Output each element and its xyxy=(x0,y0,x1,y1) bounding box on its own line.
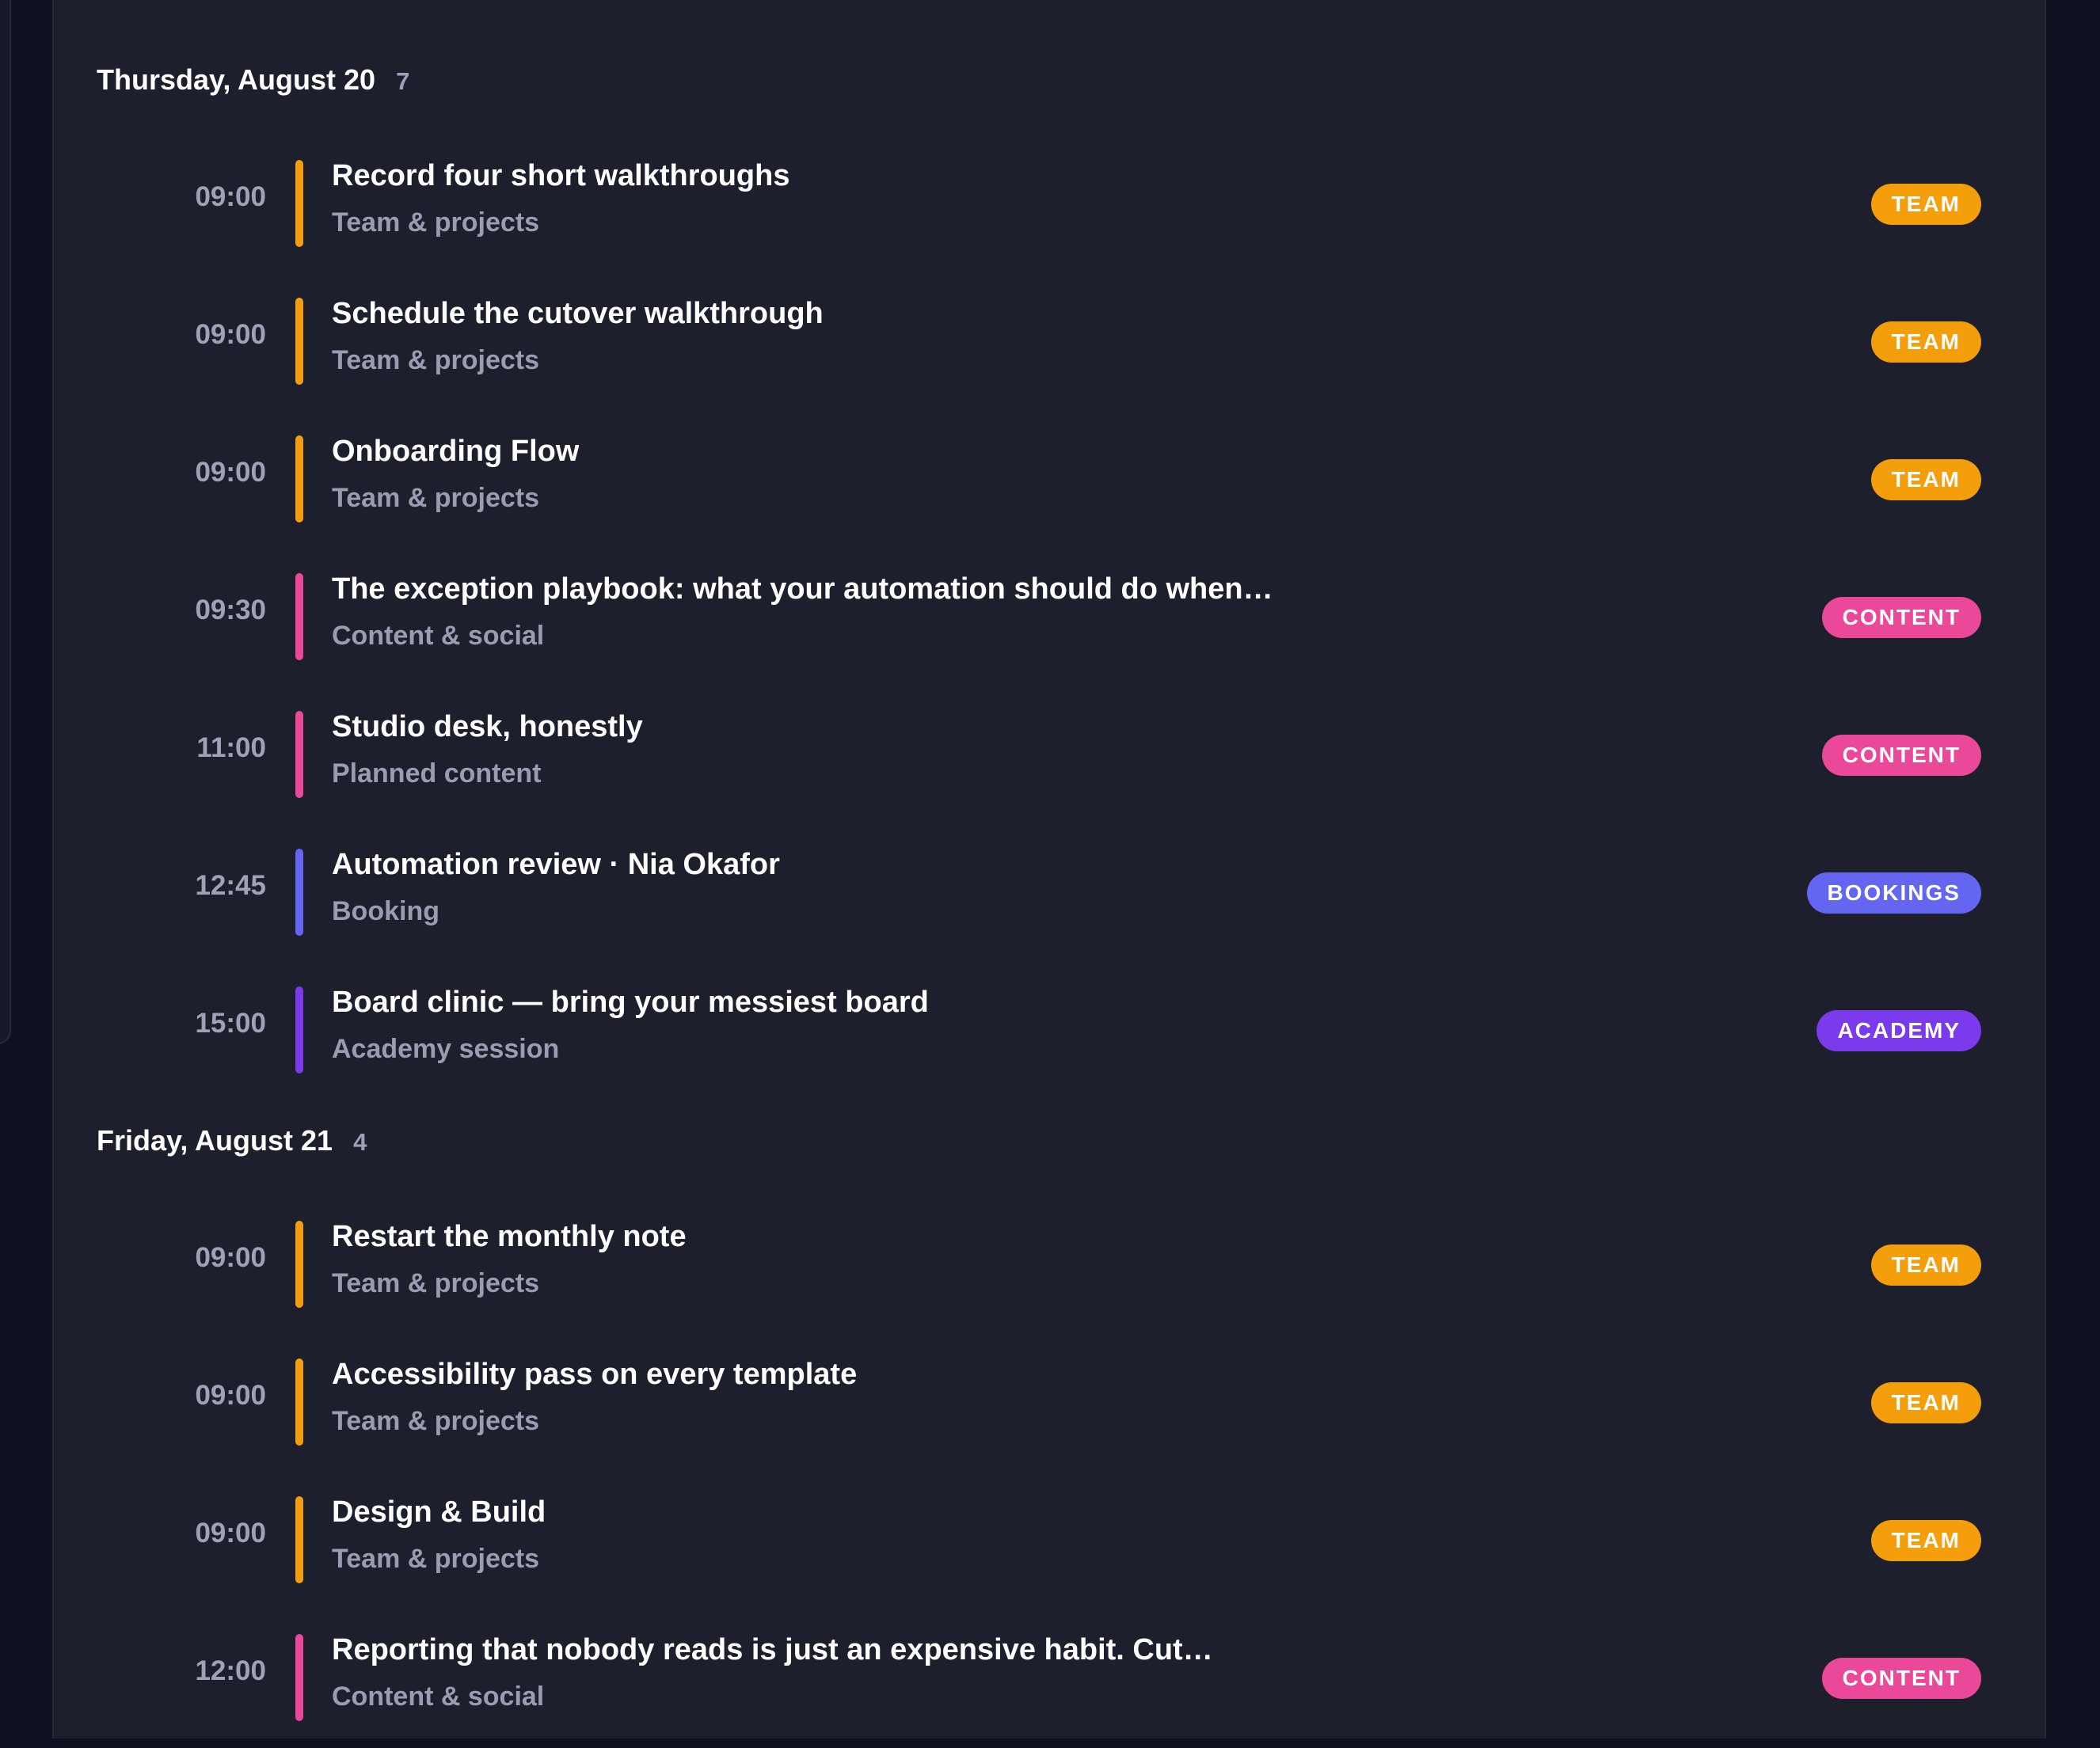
event-time: 09:00 xyxy=(195,1380,266,1411)
event-category-badge: TEAM xyxy=(1870,1520,1981,1561)
event-time: 09:30 xyxy=(195,595,266,625)
event-subtitle: Team & projects xyxy=(332,345,540,375)
event-category-bar xyxy=(295,1634,303,1721)
event-subtitle: Booking xyxy=(332,896,439,926)
event-subtitle: Planned content xyxy=(332,758,542,788)
agenda-event-row[interactable]: 12:45 Automation review · Nia Okafor Booki… xyxy=(0,825,2100,963)
event-category-bar xyxy=(295,573,303,660)
agenda-event-row[interactable]: 09:30 The exception playbook: what your a… xyxy=(0,549,2100,687)
event-subtitle: Team & projects xyxy=(332,483,540,513)
event-category-badge: TEAM xyxy=(1870,184,1981,225)
event-category-bar xyxy=(295,711,303,798)
event-category-badge: TEAM xyxy=(1870,1244,1981,1286)
event-title[interactable]: Schedule the cutover walkthrough xyxy=(332,297,824,330)
event-title[interactable]: The exception playbook: what your automa… xyxy=(332,572,1273,606)
event-category-bar xyxy=(295,1358,303,1446)
event-subtitle: Content & social xyxy=(332,621,545,651)
event-time: 09:00 xyxy=(195,457,266,488)
agenda-event-row[interactable]: 09:00 Accessibility pass on every templat… xyxy=(0,1335,2100,1472)
agenda-event-row[interactable]: 09:00 Onboarding Flow Team & projects TEAM xyxy=(0,412,2100,549)
event-time: 09:00 xyxy=(195,1242,266,1273)
event-category-badge: TEAM xyxy=(1870,321,1981,363)
event-category-badge: TEAM xyxy=(1870,459,1981,500)
event-title[interactable]: Reporting that nobody reads is just an e… xyxy=(332,1633,1213,1666)
event-time: 15:00 xyxy=(195,1008,266,1039)
event-title[interactable]: Studio desk, honestly xyxy=(332,710,643,743)
event-title[interactable]: Record four short walkthroughs xyxy=(332,159,790,192)
event-category-bar xyxy=(295,1221,303,1308)
event-category-badge: CONTENT xyxy=(1821,1658,1981,1699)
event-time: 09:00 xyxy=(195,181,266,212)
agenda-event-row[interactable]: 12:00 Reporting that nobody reads is just… xyxy=(0,1610,2100,1748)
event-time: 12:45 xyxy=(195,870,266,901)
agenda-event-row[interactable]: 11:00 Studio desk, honestly Planned conten… xyxy=(0,687,2100,825)
agenda-event-row[interactable]: 09:00 Schedule the cutover walkthrough Tea… xyxy=(0,274,2100,412)
event-title[interactable]: Restart the monthly note xyxy=(332,1220,687,1253)
day-event-count: 4 xyxy=(353,1128,367,1156)
day-title: Friday, August 21 xyxy=(97,1124,333,1157)
event-subtitle: Team & projects xyxy=(332,1544,540,1574)
event-category-badge: CONTENT xyxy=(1821,735,1981,776)
event-category-bar xyxy=(295,435,303,522)
event-subtitle: Content & social xyxy=(332,1682,545,1712)
agenda-event-row[interactable]: 09:00 Design & Build Team & projects TEAM xyxy=(0,1472,2100,1610)
day-header: Friday, August 21 4 xyxy=(97,1124,367,1164)
event-category-bar xyxy=(295,160,303,247)
event-title[interactable]: Design & Build xyxy=(332,1495,546,1529)
event-category-badge: ACADEMY xyxy=(1817,1010,1981,1051)
event-title[interactable]: Board clinic — bring your messiest board xyxy=(332,986,929,1019)
event-category-bar xyxy=(295,986,303,1074)
agenda-event-row[interactable]: 15:00 Board clinic — bring your messiest … xyxy=(0,963,2100,1100)
event-subtitle: Academy session xyxy=(332,1034,560,1064)
event-time: 09:00 xyxy=(195,319,266,350)
event-subtitle: Team & projects xyxy=(332,1268,540,1298)
day-header: Thursday, August 20 7 xyxy=(97,63,409,103)
event-subtitle: Team & projects xyxy=(332,207,540,238)
event-title[interactable]: Automation review · Nia Okafor xyxy=(332,848,780,881)
event-category-badge: BOOKINGS xyxy=(1806,872,1981,914)
event-time: 11:00 xyxy=(196,732,266,763)
day-event-count: 7 xyxy=(396,67,410,95)
agenda-event-row[interactable]: 09:00 Record four short walkthroughs Team … xyxy=(0,136,2100,274)
agenda-event-row[interactable]: 09:00 Restart the monthly note Team & proj… xyxy=(0,1197,2100,1335)
event-category-badge: CONTENT xyxy=(1821,597,1981,638)
day-title: Thursday, August 20 xyxy=(97,63,376,96)
event-subtitle: Team & projects xyxy=(332,1406,540,1436)
event-category-bar xyxy=(295,1496,303,1583)
event-category-bar xyxy=(295,849,303,936)
agenda-panel xyxy=(52,0,2046,1738)
event-time: 12:00 xyxy=(195,1655,266,1686)
event-title[interactable]: Onboarding Flow xyxy=(332,435,580,468)
event-time: 09:00 xyxy=(195,1518,266,1548)
event-category-badge: TEAM xyxy=(1870,1382,1981,1423)
event-category-bar xyxy=(295,298,303,385)
event-title[interactable]: Accessibility pass on every template xyxy=(332,1358,858,1391)
